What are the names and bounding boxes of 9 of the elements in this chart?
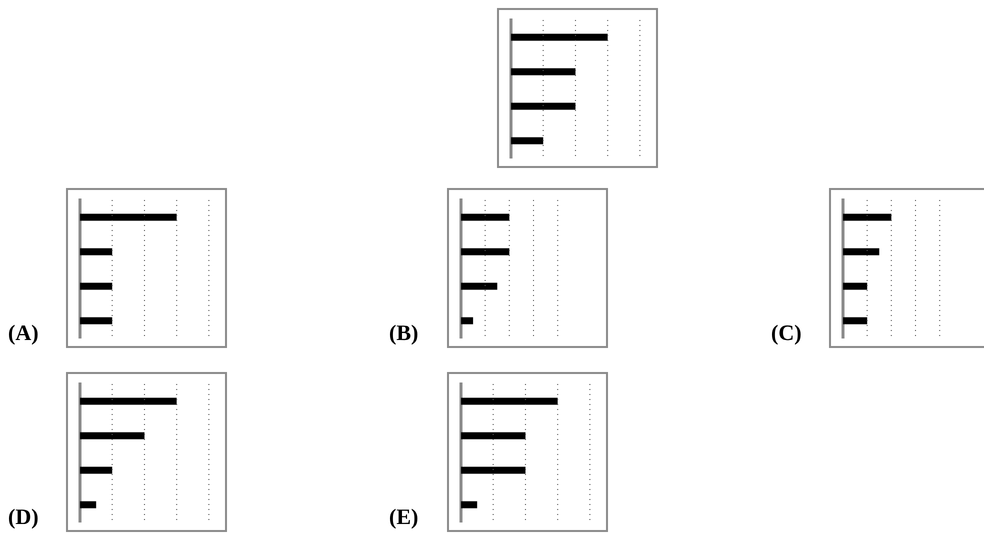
text: (D): [8, 504, 39, 530]
bar: [80, 432, 144, 440]
text: (A): [8, 320, 39, 346]
text: (B): [389, 320, 418, 346]
bar: [80, 501, 96, 508]
bar: [80, 398, 177, 405]
text: (C): [771, 320, 802, 346]
text: (E): [389, 504, 418, 530]
bar: [80, 466, 112, 474]
